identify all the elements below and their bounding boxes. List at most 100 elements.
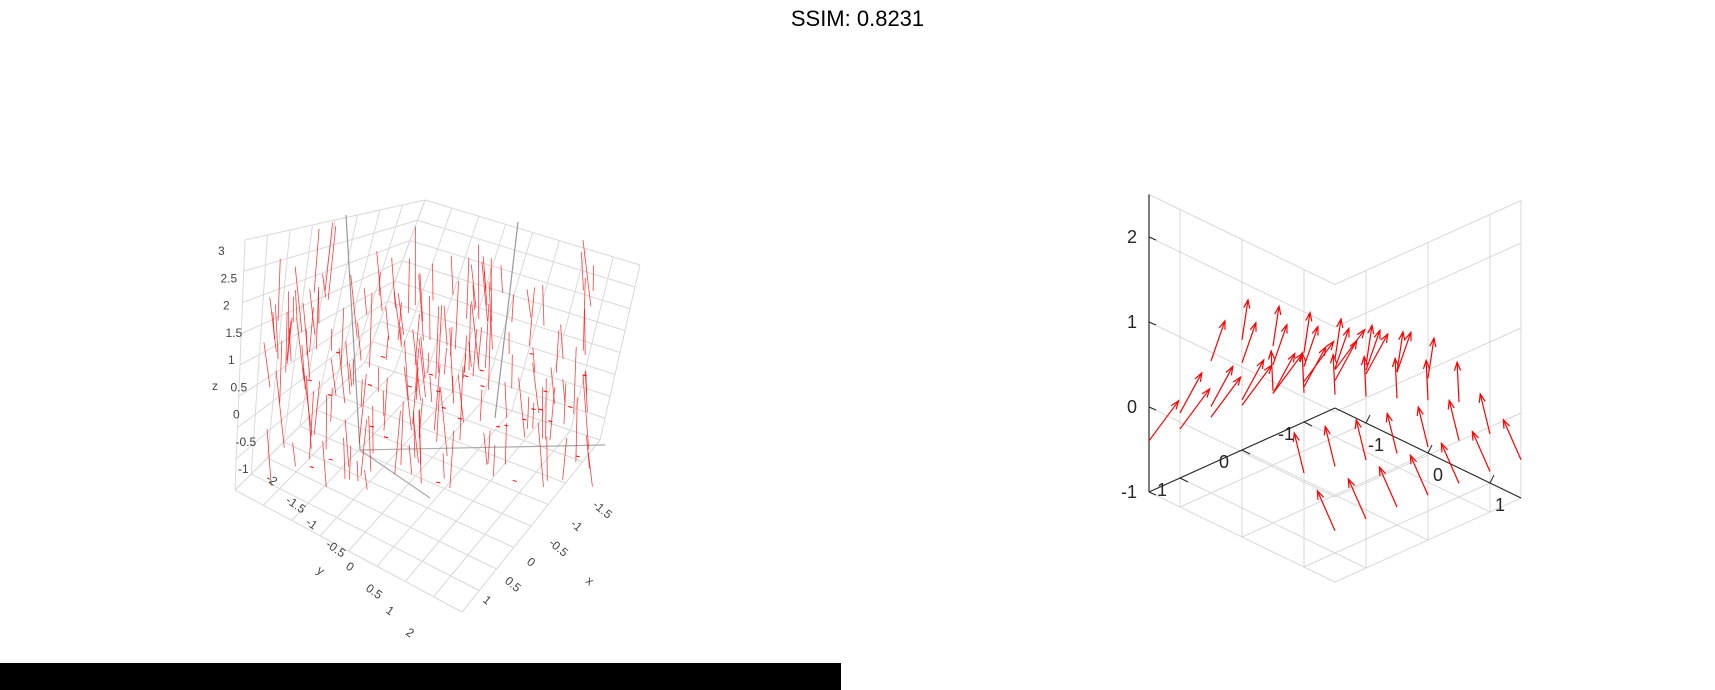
arrow: [1292, 431, 1305, 474]
z-tick-label: 1: [228, 353, 235, 367]
arrow: [269, 297, 277, 353]
arrow-stub: [441, 406, 446, 409]
arrow: [1272, 351, 1296, 394]
arrow: [285, 311, 288, 373]
left-grid: [234, 199, 641, 613]
x-tick: [1365, 414, 1371, 424]
x-tick: [1427, 444, 1433, 454]
arrow: [394, 410, 401, 475]
arrow: [292, 442, 296, 467]
arrow: [418, 338, 426, 398]
grid-line: [1334, 327, 1522, 413]
arrow: [526, 289, 532, 318]
arrow-stub: [529, 352, 534, 355]
arrow: [1241, 298, 1251, 340]
arrow: [560, 324, 564, 359]
arrow: [582, 277, 586, 351]
arrow-stub: [309, 466, 314, 469]
arrow: [385, 335, 389, 361]
arrow: [408, 444, 413, 475]
y-tick: [1303, 421, 1313, 427]
arrow: [532, 402, 535, 429]
grid-line: [570, 256, 614, 431]
arrow: [315, 291, 319, 350]
arrow-stub: [512, 479, 517, 482]
arrow-stub: [335, 351, 341, 354]
arrow: [532, 362, 540, 413]
arrow: [528, 287, 535, 346]
arrow: [504, 381, 507, 418]
arrow: [429, 375, 433, 403]
arrow: [440, 387, 448, 457]
arrow: [1391, 356, 1400, 399]
arrow: [1385, 411, 1398, 454]
arrow: [436, 387, 440, 442]
z-axis-label: z: [212, 379, 218, 393]
arrow: [1378, 465, 1398, 508]
arrow: [357, 322, 362, 361]
arrow: [1179, 387, 1211, 430]
grid-line: [1148, 321, 1336, 413]
arrow: [449, 430, 455, 489]
arrow: [309, 289, 316, 335]
arrow-stub: [457, 417, 463, 420]
arrow: [450, 255, 454, 295]
grid-line: [482, 232, 533, 402]
arrow-stub: [479, 369, 484, 372]
arrow: [468, 304, 471, 371]
grid-line: [332, 393, 566, 484]
right-quiver-plot: -1 0 1 -1 0 1 -1 0 1 2: [1121, 194, 1522, 583]
x-tick-label: -1: [1368, 435, 1384, 455]
grid-line: [540, 248, 587, 421]
arrow: [1303, 340, 1335, 382]
arrow: [472, 284, 475, 310]
grid-line: [237, 321, 381, 428]
arrow: [391, 257, 396, 309]
arrow: [382, 390, 385, 417]
arrow: [1334, 328, 1366, 371]
arrow: [550, 367, 555, 404]
arrow: [385, 306, 390, 341]
left-arrows: [263, 222, 595, 490]
arrow-stub: [575, 455, 580, 458]
arrow: [404, 340, 409, 401]
arrow: [309, 391, 314, 460]
right-tick-labels: -1 0 1 -1 0 1 -1 0 1 2: [1121, 227, 1505, 515]
arrow: [363, 288, 368, 315]
arrow: [1347, 477, 1367, 520]
arrow: [1272, 323, 1288, 365]
arrow: [1365, 328, 1381, 371]
arrow-stub: [307, 379, 312, 382]
arrow: [575, 397, 578, 463]
arrow-stub: [504, 424, 509, 427]
arrow: [488, 315, 492, 390]
z-tick-label: -1: [1121, 482, 1137, 502]
arrow: [345, 341, 351, 395]
z-tick-label: 2.5: [221, 271, 238, 285]
arrow: [343, 437, 346, 479]
grid-line: [1334, 242, 1522, 328]
arrow: [1241, 363, 1273, 406]
arrow: [511, 354, 513, 389]
z-tick-label: 3: [218, 244, 225, 258]
arrow: [1298, 351, 1307, 393]
arrow: [1210, 364, 1234, 407]
arrow-stub: [531, 408, 536, 411]
arrow-stub: [496, 425, 501, 428]
arrow: [582, 239, 592, 307]
arrow: [427, 352, 430, 373]
arrow: [1303, 310, 1313, 353]
grid-line: [315, 214, 358, 411]
arrow-stub: [436, 481, 441, 484]
arrow: [1440, 441, 1460, 484]
arrow: [309, 307, 314, 353]
arrow: [1334, 326, 1350, 369]
grid-line: [1241, 449, 1429, 541]
arrow: [397, 302, 402, 340]
arrow: [1365, 323, 1375, 366]
arrow: [492, 445, 496, 476]
arrow: [322, 273, 327, 298]
arrow: [443, 347, 447, 375]
grid-line: [511, 240, 560, 411]
arrow: [1272, 304, 1282, 347]
